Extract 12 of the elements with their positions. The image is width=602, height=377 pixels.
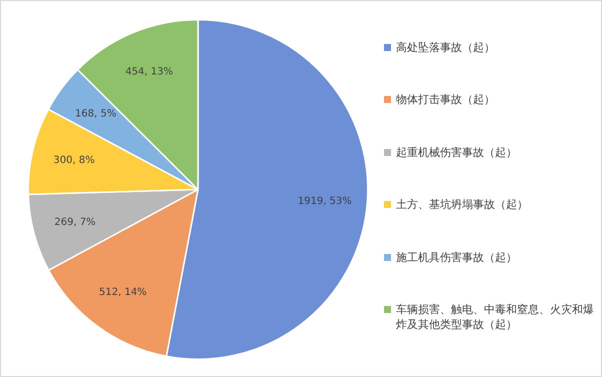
- legend-label: 车辆损害、触电、中毒和窒息、火灾和爆炸及其他类型事故（起）: [396, 302, 595, 332]
- legend-label: 土方、基坑坍塌事故（起）: [396, 197, 528, 212]
- data-label: 512, 14%: [99, 286, 147, 298]
- data-label: 1919, 53%: [298, 196, 352, 207]
- legend-label: 施工机具伤害事故（起）: [396, 250, 517, 265]
- data-label: 269, 7%: [54, 217, 96, 228]
- data-label: 168, 5%: [75, 108, 116, 120]
- legend-label: 物体打击事故（起）: [396, 92, 495, 108]
- data-label: 454, 13%: [125, 66, 173, 78]
- legend-label: 起重机械伤害事故（起）: [396, 144, 517, 160]
- legend-label: 高处坠落事故（起）: [396, 40, 495, 55]
- data-label: 300, 8%: [53, 154, 95, 166]
